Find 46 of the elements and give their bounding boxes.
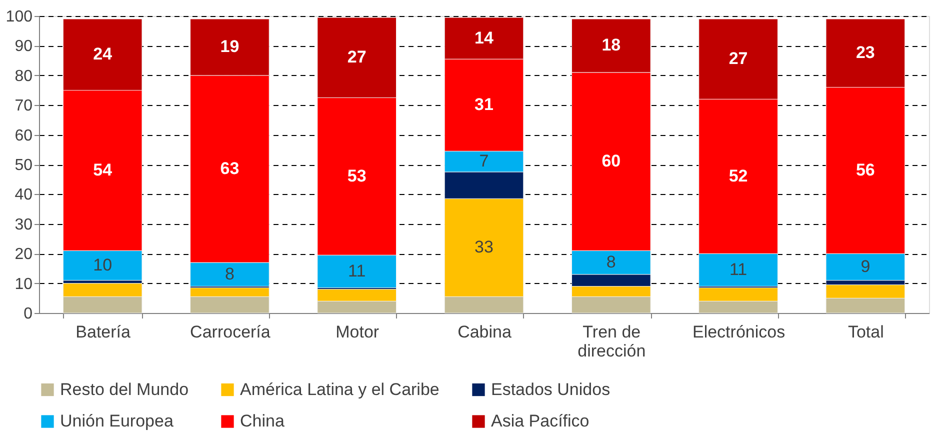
x-tick-label: Cabina — [458, 322, 512, 342]
data-label: 63 — [220, 158, 240, 178]
y-tick-label: 70 — [14, 98, 33, 115]
data-label: 11 — [729, 260, 748, 279]
legend-label: Resto del Mundo — [60, 380, 189, 399]
legend-label: América Latina y el Caribe — [240, 380, 440, 399]
x-tick-label: Batería — [76, 322, 132, 342]
y-tick-label: 50 — [14, 157, 33, 174]
data-label: 7 — [479, 152, 489, 171]
data-label: 11 — [348, 261, 366, 280]
data-label: 52 — [728, 166, 748, 186]
y-tick-label: 90 — [14, 38, 33, 56]
y-tick-label: 100 — [6, 8, 33, 26]
data-label: 33 — [474, 238, 494, 257]
x-tick-label: Carrocería — [190, 322, 271, 342]
x-tick-label: Motor — [336, 322, 380, 342]
x-tick-label: Tren de dirección — [578, 322, 646, 360]
y-tick-label: 60 — [14, 127, 33, 144]
data-label: 53 — [347, 166, 366, 186]
data-label: 9 — [860, 256, 870, 276]
data-label: 14 — [474, 28, 494, 48]
y-tick-label: 10 — [14, 276, 33, 293]
data-label: 31 — [474, 95, 494, 114]
data-label: 60 — [602, 152, 621, 171]
y-tick-label: 40 — [14, 186, 33, 204]
data-label: 27 — [728, 49, 748, 68]
legend-label: Asia Pacífico — [491, 412, 590, 430]
data-label: 56 — [856, 160, 875, 180]
x-tick-label: Electrónicos — [692, 322, 786, 342]
y-tick-label: 0 — [24, 306, 33, 322]
data-label: 23 — [856, 43, 875, 62]
y-tick-label: 20 — [14, 246, 33, 264]
data-label: 8 — [224, 264, 234, 284]
x-tick-label: Total — [848, 322, 884, 342]
data-label: 18 — [602, 36, 621, 55]
y-tick-label: 30 — [14, 216, 33, 234]
data-label: 8 — [606, 252, 616, 272]
legend-label: Unión Europea — [60, 412, 174, 430]
data-label: 19 — [220, 37, 240, 56]
legend-label: Estados Unidos — [491, 380, 610, 399]
data-label: 54 — [93, 160, 113, 180]
legend-label: China — [240, 412, 285, 430]
y-tick-label: 80 — [14, 68, 33, 85]
data-label: 10 — [93, 255, 112, 274]
data-label: 24 — [93, 44, 113, 64]
data-label: 27 — [347, 48, 366, 67]
